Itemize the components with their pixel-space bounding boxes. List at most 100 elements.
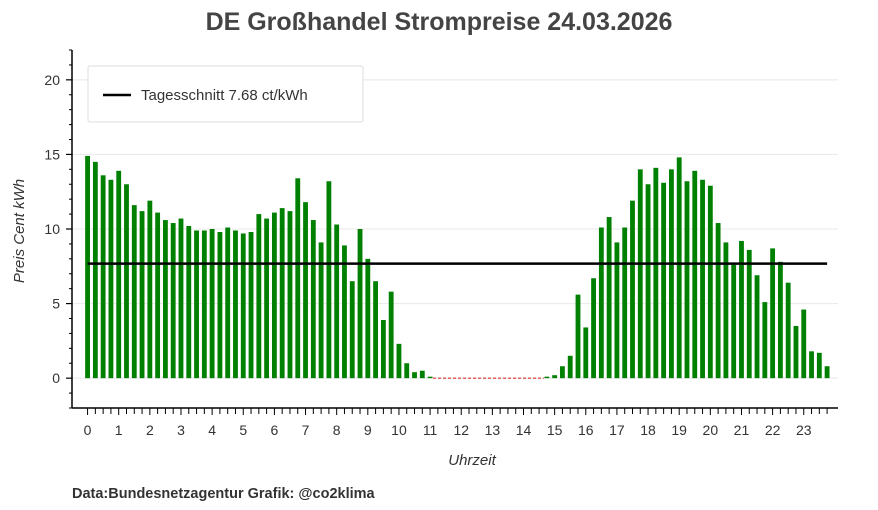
price-bar — [793, 325, 799, 379]
price-bar — [131, 205, 137, 379]
price-bar — [801, 309, 807, 379]
price-bar — [692, 170, 698, 379]
price-bar — [209, 229, 215, 379]
price-bar — [85, 155, 90, 379]
x-tick-label: 4 — [208, 422, 216, 438]
x-tick-label: 0 — [84, 422, 92, 438]
price-bar — [396, 343, 402, 379]
price-bar — [785, 282, 791, 379]
y-tick-label: 5 — [52, 296, 60, 312]
price-bar — [380, 319, 386, 379]
y-tick-labels: 0 5 10 15 20 — [44, 72, 60, 386]
price-bar — [295, 178, 301, 379]
legend-label: Tagesschnitt 7.68 ct/kWh — [141, 87, 308, 104]
price-bar — [310, 220, 316, 379]
price-bar — [287, 211, 293, 379]
price-bar — [770, 248, 776, 379]
price-bar — [622, 227, 628, 379]
price-bar — [731, 264, 737, 379]
price-bar — [777, 261, 783, 379]
legend: Tagesschnitt 7.68 ct/kWh — [87, 65, 364, 123]
price-bar — [560, 366, 565, 379]
price-bar — [217, 231, 223, 379]
price-bar — [707, 185, 713, 379]
price-bar — [170, 223, 176, 379]
x-tick-label: 5 — [239, 422, 247, 438]
x-tick-label: 21 — [734, 422, 750, 438]
price-bar — [762, 302, 768, 379]
axes — [66, 49, 838, 415]
price-bar — [139, 211, 145, 379]
x-tick-label: 17 — [609, 422, 625, 438]
x-tick-label: 18 — [640, 422, 656, 438]
x-tick-label: 2 — [146, 422, 154, 438]
price-bar — [739, 240, 744, 379]
price-bar — [225, 227, 231, 379]
price-bars — [85, 155, 830, 379]
x-tick-label: 7 — [302, 422, 310, 438]
price-bar — [661, 182, 667, 379]
price-bar — [256, 214, 262, 379]
x-tick-label: 3 — [177, 422, 185, 438]
price-bar — [653, 167, 659, 379]
price-bar — [271, 212, 277, 379]
price-bar — [684, 181, 690, 379]
price-bar — [614, 242, 620, 379]
x-tick-label: 15 — [547, 422, 563, 438]
x-tick-label: 16 — [578, 422, 594, 438]
price-bar — [816, 352, 822, 379]
price-bar — [186, 226, 192, 379]
price-bar — [100, 175, 106, 379]
x-tick-label: 12 — [453, 422, 469, 438]
x-tick-labels: 0 1 2 3 4 5 6 7 8 9 10 11 12 13 14 15 16 17 18 19 20 21 22 23 — [84, 422, 812, 438]
price-bar — [552, 375, 558, 379]
price-bar — [598, 227, 604, 379]
price-bar — [591, 278, 596, 379]
price-bar — [715, 223, 721, 379]
price-bar — [645, 184, 651, 379]
price-bar — [318, 242, 324, 379]
price-bar — [723, 242, 729, 379]
y-axis-label: Preis Cent kWh — [11, 179, 28, 283]
price-bar — [248, 231, 254, 379]
price-bar — [357, 229, 363, 379]
price-bar — [349, 281, 355, 379]
legend-box — [87, 65, 364, 123]
price-bar — [373, 281, 379, 379]
price-bar — [824, 366, 830, 379]
price-bar — [583, 327, 589, 379]
price-bar — [163, 220, 168, 379]
y-tick-label: 0 — [52, 370, 60, 386]
price-bar — [606, 217, 612, 379]
x-tick-label: 19 — [671, 422, 687, 438]
price-bar — [419, 370, 425, 379]
price-bar — [388, 291, 394, 379]
price-bar — [668, 169, 674, 379]
price-bar — [334, 224, 340, 379]
price-bar — [365, 258, 371, 379]
price-bar — [240, 233, 246, 379]
price-bar — [676, 157, 682, 379]
x-tick-label: 13 — [485, 422, 501, 438]
x-axis-label: Uhrzeit — [448, 452, 496, 469]
x-tick-label: 8 — [333, 422, 341, 438]
price-bar — [700, 179, 705, 379]
x-tick-label: 9 — [364, 422, 372, 438]
price-bar — [326, 181, 332, 379]
price-bar — [233, 230, 238, 379]
price-bar — [754, 275, 760, 379]
y-tick-label: 15 — [44, 146, 60, 162]
x-tick-label: 6 — [270, 422, 278, 438]
price-bar — [194, 230, 199, 379]
x-tick-label: 22 — [765, 422, 781, 438]
price-bar — [544, 376, 550, 379]
price-bar — [108, 179, 114, 379]
price-bar — [575, 294, 581, 379]
x-tick-label: 23 — [796, 422, 812, 438]
x-tick-label: 20 — [703, 422, 719, 438]
price-bar — [116, 170, 122, 379]
chart-title: DE Großhandel Strompreise 24.03.2026 — [205, 8, 673, 36]
price-bar — [92, 161, 98, 379]
price-bar — [303, 202, 308, 379]
price-bar — [630, 200, 635, 379]
